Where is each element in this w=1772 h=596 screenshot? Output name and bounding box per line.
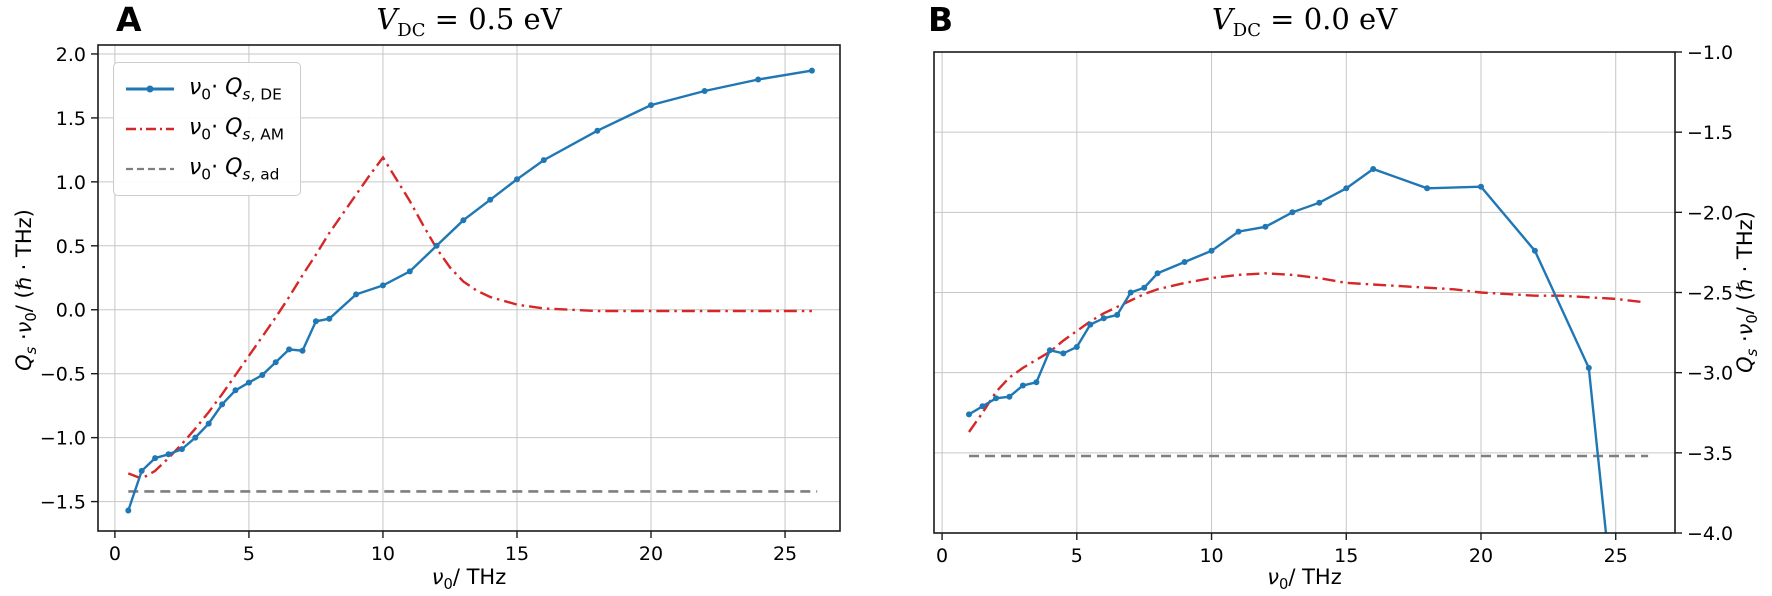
title-b-value: = 0.0 eV xyxy=(1260,2,1398,36)
legend-item-am: ν0· Qs, AM xyxy=(124,109,284,149)
svg-text:−1.0: −1.0 xyxy=(40,428,86,450)
svg-text:−1.0: −1.0 xyxy=(1687,42,1733,64)
panel-B: 0 5 10 15 20 25 −1.0 −1.5 −2.0 −2.5 −3.0 −3.5 −4.0 xyxy=(933,42,1733,567)
legend-line-solid-marker-icon xyxy=(126,85,174,93)
series-B-dashdot xyxy=(968,272,1643,433)
svg-text:−1.5: −1.5 xyxy=(40,492,86,514)
title-b-symbol: V xyxy=(1211,2,1233,36)
legend-label-de: ν0· Qs, DE xyxy=(189,74,282,104)
panel-b-letter: B xyxy=(928,0,954,39)
svg-text:1.5: 1.5 xyxy=(56,108,86,130)
svg-text:−2.5: −2.5 xyxy=(1687,283,1733,305)
svg-text:2.0: 2.0 xyxy=(56,44,86,66)
title-b-subscript: DC xyxy=(1232,19,1261,41)
axes-frame-A xyxy=(97,44,841,532)
svg-text:5: 5 xyxy=(1071,545,1083,567)
title-a-subscript: DC xyxy=(397,19,426,41)
title-a-value: = 0.5 eV xyxy=(425,2,562,36)
svg-text:20: 20 xyxy=(1469,545,1493,567)
svg-text:15: 15 xyxy=(1334,545,1358,567)
legend-label-ad: ν0· Qs, ad xyxy=(189,154,280,184)
series-B-solid-marker xyxy=(968,167,1608,533)
svg-text:10: 10 xyxy=(371,543,395,565)
svg-text:0: 0 xyxy=(936,545,948,567)
svg-text:−2.0: −2.0 xyxy=(1687,202,1733,224)
legend: ν0· Qs, DE ν0· Qs, AM ν0· Qs, ad xyxy=(113,62,302,196)
ticks-B xyxy=(941,51,1682,540)
svg-text:−3.0: −3.0 xyxy=(1687,363,1733,385)
svg-text:0.5: 0.5 xyxy=(56,236,86,258)
legend-label-am: ν0· Qs, AM xyxy=(189,114,285,144)
title-a-symbol: V xyxy=(376,2,398,36)
panel-a-title: VDC = 0.5 eV xyxy=(98,2,840,41)
legend-item-de: ν0· Qs, DE xyxy=(124,69,284,109)
svg-text:−4.0: −4.0 xyxy=(1687,523,1733,545)
panel-b-title: VDC = 0.0 eV xyxy=(934,2,1675,41)
svg-text:10: 10 xyxy=(1199,545,1223,567)
legend-line-dashed-icon xyxy=(126,167,174,171)
svg-text:−0.5: −0.5 xyxy=(40,364,86,386)
svg-text:−1.5: −1.5 xyxy=(1687,122,1733,144)
svg-text:−3.5: −3.5 xyxy=(1687,443,1733,465)
tick-labels-A: 0 5 10 15 20 25 2.0 1.5 1.0 0.5 0.0 −0.5 −1.0 −1.5 xyxy=(40,44,797,565)
svg-text:5: 5 xyxy=(243,543,255,565)
series-A-dashdot xyxy=(127,155,812,480)
svg-text:25: 25 xyxy=(1604,545,1628,567)
panel-a-ylabel: Qs ·ν0/ (ℏ · THz) xyxy=(11,209,41,371)
svg-text:20: 20 xyxy=(639,543,663,565)
legend-line-dashdot-icon xyxy=(126,127,174,131)
legend-item-ad: ν0· Qs, ad xyxy=(124,149,284,189)
panel-a-xlabel: ν0/ THz xyxy=(431,565,507,594)
markers-B xyxy=(966,166,1592,418)
grid-A xyxy=(98,45,840,531)
panel-b-xlabel: ν0/ THz xyxy=(1267,565,1342,594)
svg-text:25: 25 xyxy=(773,543,797,565)
svg-text:0.0: 0.0 xyxy=(56,300,86,322)
svg-text:15: 15 xyxy=(505,543,529,565)
svg-text:0: 0 xyxy=(109,543,121,565)
panel-b-ylabel: Qs ·ν0/ (ℏ · THz) xyxy=(1732,211,1762,373)
tick-labels-B: 0 5 10 15 20 25 −1.0 −1.5 −2.0 −2.5 −3.0 −3.5 −4.0 xyxy=(936,42,1733,567)
markers-A xyxy=(125,67,815,514)
grid-B xyxy=(934,52,1675,533)
panel-A: 0 5 10 15 20 25 2.0 1.5 1.0 0.5 0.0 −0.5 −1.0 −1.5 xyxy=(40,44,841,565)
ticks-A xyxy=(91,53,786,538)
svg-text:1.0: 1.0 xyxy=(56,172,86,194)
panel-a-letter: A xyxy=(116,0,142,39)
